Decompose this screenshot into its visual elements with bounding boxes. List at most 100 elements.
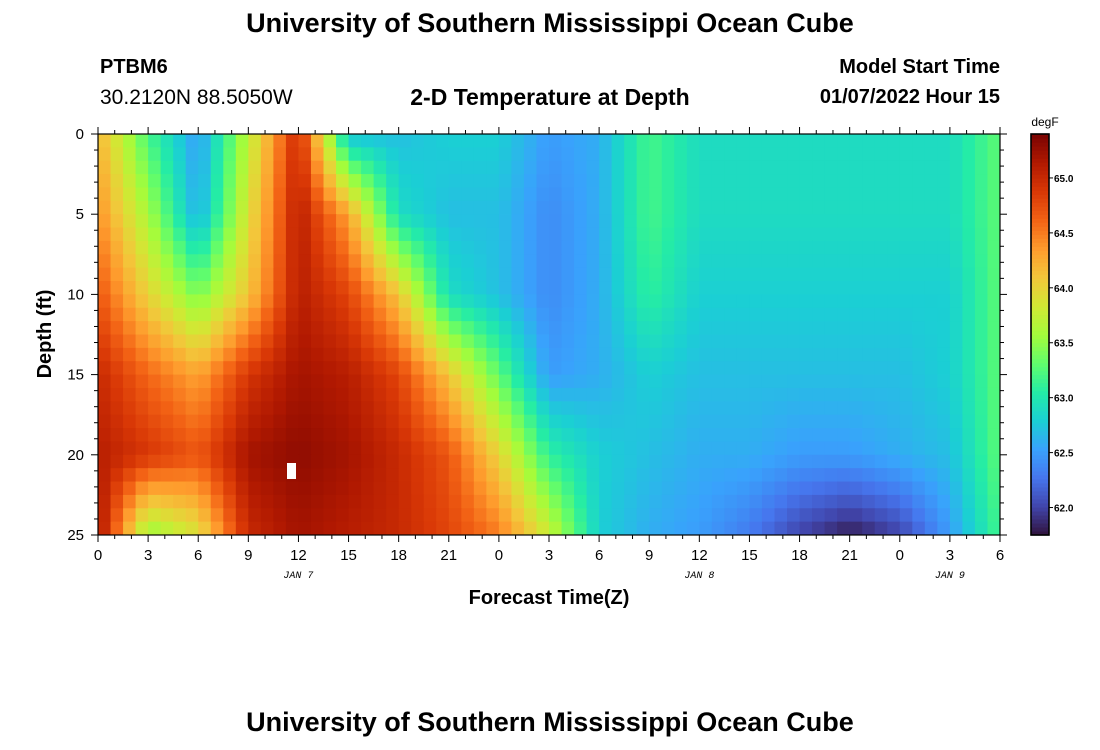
heatmap-cell xyxy=(160,334,174,349)
heatmap-cell xyxy=(498,200,513,215)
heatmap-cell xyxy=(599,240,613,255)
heatmap-cell xyxy=(912,240,926,255)
heatmap-cell xyxy=(924,468,938,483)
heatmap-cell xyxy=(561,508,575,523)
heatmap-cell xyxy=(674,361,688,376)
heatmap-cell xyxy=(298,307,312,322)
heatmap-cell xyxy=(273,240,287,255)
heatmap-cell xyxy=(523,134,538,148)
heatmap-cell xyxy=(599,347,613,362)
heatmap-cell xyxy=(611,521,625,535)
heatmap-cell xyxy=(386,347,400,362)
heatmap-cell xyxy=(724,307,738,322)
heatmap-cell xyxy=(110,214,124,229)
heatmap-cell xyxy=(110,468,124,483)
heatmap-cell xyxy=(661,200,675,215)
heatmap-cell xyxy=(749,214,763,229)
heatmap-cell xyxy=(724,361,738,376)
heatmap-cell xyxy=(749,200,763,215)
heatmap-cell xyxy=(937,334,951,349)
heatmap-cell xyxy=(273,227,287,242)
heatmap-cell xyxy=(974,281,989,295)
heatmap-cell xyxy=(386,334,400,349)
heatmap-cell xyxy=(398,160,412,175)
heatmap-cell xyxy=(386,227,400,242)
heatmap-cell xyxy=(498,174,513,189)
heatmap-cell xyxy=(523,361,538,376)
heatmap-cell xyxy=(611,174,625,189)
heatmap-cell xyxy=(173,428,187,443)
heatmap-cell xyxy=(862,347,876,362)
heatmap-cell xyxy=(523,401,538,416)
heatmap-cell xyxy=(373,240,387,255)
heatmap-cell xyxy=(361,187,375,202)
heatmap-cell xyxy=(974,240,989,255)
colorbar-segment xyxy=(1031,290,1049,295)
heatmap-cell xyxy=(549,347,563,362)
heatmap-cell xyxy=(987,147,1000,162)
heatmap-cell xyxy=(486,307,500,322)
page-title: University of Southern Mississippi Ocean… xyxy=(246,8,854,38)
heatmap-cell xyxy=(937,401,951,416)
heatmap-cell xyxy=(185,254,199,269)
heatmap-cell xyxy=(749,267,763,282)
heatmap-cell xyxy=(686,160,700,175)
heatmap-cell xyxy=(160,374,174,389)
heatmap-cell xyxy=(849,267,863,282)
heatmap-cell xyxy=(736,454,751,469)
heatmap-cell xyxy=(549,187,563,202)
heatmap-cell xyxy=(849,214,863,229)
heatmap-cell xyxy=(260,521,274,535)
heatmap-cell xyxy=(774,454,788,469)
heatmap-cell xyxy=(874,481,888,496)
heatmap-cell xyxy=(624,147,638,162)
heatmap-cell xyxy=(110,160,124,175)
heatmap-cell xyxy=(223,214,237,229)
heatmap-cell xyxy=(599,281,613,295)
heatmap-cell xyxy=(962,307,976,322)
station-id: PTBM6 xyxy=(100,56,168,78)
heatmap-cell xyxy=(661,147,675,162)
heatmap-cell xyxy=(987,414,1000,429)
heatmap-cell xyxy=(523,160,538,175)
heatmap-cell xyxy=(837,321,851,336)
heatmap-cell xyxy=(724,334,738,349)
heatmap-cell xyxy=(260,347,274,362)
heatmap-cell xyxy=(711,134,725,148)
heatmap-cell xyxy=(348,414,362,429)
heatmap-cell xyxy=(699,174,713,189)
heatmap-cell xyxy=(511,414,525,429)
heatmap-cell xyxy=(924,428,938,443)
heatmap-cell xyxy=(273,321,287,336)
heatmap-cell xyxy=(574,134,588,148)
heatmap-cell xyxy=(699,240,713,255)
heatmap-cell xyxy=(173,441,187,456)
heatmap-cell xyxy=(824,494,838,509)
heatmap-cell xyxy=(862,254,876,269)
heatmap-cell xyxy=(849,281,863,295)
heatmap-cell xyxy=(348,361,362,376)
heatmap-cell xyxy=(135,227,149,242)
heatmap-cell xyxy=(862,441,876,456)
heatmap-cell xyxy=(924,347,938,362)
heatmap-cell xyxy=(498,374,513,389)
heatmap-cell xyxy=(386,481,400,496)
heatmap-cell xyxy=(310,374,325,389)
heatmap-cell xyxy=(110,321,124,336)
heatmap-cell xyxy=(148,321,162,336)
heatmap-cell xyxy=(348,174,362,189)
heatmap-cell xyxy=(586,294,600,309)
heatmap-cell xyxy=(649,200,663,215)
heatmap-cell xyxy=(711,481,725,496)
heatmap-cell xyxy=(173,294,187,309)
heatmap-cell xyxy=(774,347,788,362)
heatmap-cell xyxy=(799,374,813,389)
colorbar-segment xyxy=(1031,410,1049,416)
heatmap-cell xyxy=(937,414,951,429)
heatmap-cell xyxy=(110,441,124,456)
heatmap-cell xyxy=(974,508,989,523)
heatmap-cell xyxy=(110,401,124,416)
heatmap-cell xyxy=(210,347,224,362)
x-axis: 0 3 6 9 12 15 18 21 0 3 6 9 12 15 18 21 0 3 6 xyxy=(94,127,1004,564)
heatmap-cell xyxy=(323,468,337,483)
